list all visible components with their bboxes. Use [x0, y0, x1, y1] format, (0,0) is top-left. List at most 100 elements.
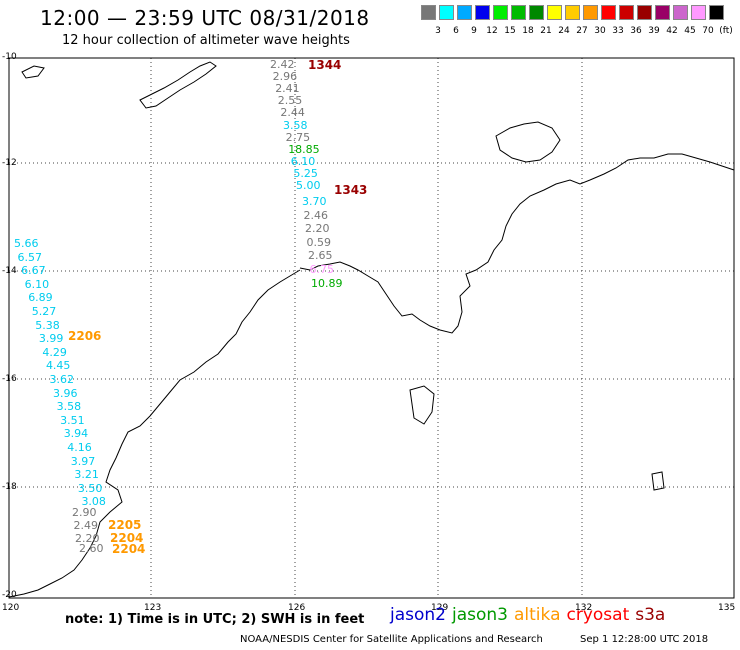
longitude-label: 123	[144, 603, 162, 613]
wave-height-value: 2.65	[308, 249, 333, 263]
legend-swatch	[529, 5, 544, 20]
wave-height-value: 6.89	[28, 291, 53, 305]
longitude-label: 135	[718, 603, 736, 613]
legend-swatch	[601, 5, 616, 20]
legend-swatch	[637, 5, 652, 20]
wave-height-value: 2.20	[75, 532, 100, 545]
legend-label: 3	[435, 26, 441, 36]
legend-swatch	[493, 5, 508, 20]
wave-height-value: 2.60	[79, 542, 104, 555]
pass-time-label: 2205	[108, 518, 142, 532]
legend-label: 24	[558, 26, 570, 36]
wave-height-value: 5.27	[31, 305, 57, 318]
legend-label: 18	[522, 26, 534, 36]
wave-height-value: 3.97	[70, 454, 96, 468]
wave-height-value: 5.66	[14, 237, 39, 250]
footer-note: note: 1) Time is in UTC; 2) SWH is in fe…	[65, 612, 365, 627]
legend-swatch	[511, 5, 526, 20]
legend-swatch	[583, 5, 598, 20]
coastline	[8, 61, 735, 598]
wave-height-value: 18.85	[288, 142, 320, 156]
island-timor	[139, 61, 217, 109]
wave-height-value: 2.96	[272, 70, 298, 84]
latitude-label: -20	[2, 590, 17, 600]
legend-swatch	[691, 5, 706, 20]
wave-height-value: 6.75	[309, 263, 335, 276]
legend-swatch	[421, 5, 436, 20]
map-border	[8, 57, 735, 599]
wave-height-value: 3.58	[283, 118, 308, 132]
wave-height-value: 3.94	[63, 427, 89, 441]
wave-height-value: 4.16	[67, 441, 92, 454]
latitude-label: -10	[2, 52, 17, 62]
wave-height-value: 2.90	[72, 506, 97, 519]
legend-label: 6	[453, 26, 459, 36]
pass-time-label: 2206	[68, 329, 102, 343]
satellite-name-jason3: jason3	[452, 605, 508, 625]
wave-height-value: 3.96	[53, 386, 78, 400]
wave-height-value: 5.25	[293, 166, 318, 180]
wave-height-value: 3.08	[81, 495, 106, 509]
wave-height-value: 6.67	[21, 264, 46, 278]
graticule	[9, 58, 734, 598]
map-subtitle: 12 hour collection of altimeter wave hei…	[62, 33, 350, 48]
latitude-label: -12	[2, 158, 17, 168]
longitude-label: 120	[2, 603, 20, 613]
wave-height-value: 2.42	[270, 58, 295, 71]
legend-swatch	[547, 5, 562, 20]
legend-label: 15	[504, 26, 516, 36]
wave-height-value: 2.46	[303, 208, 329, 222]
wave-height-value: 3.99	[38, 332, 64, 346]
legend-label: 27	[576, 26, 588, 36]
wave-height-value: 6.10	[24, 277, 50, 291]
wave-height-value: 2.44	[280, 106, 305, 120]
island-rote	[21, 65, 45, 79]
wave-height-value: 3.62	[49, 373, 75, 386]
wave-height-value: 10.89	[311, 276, 343, 290]
wave-height-value: 3.21	[74, 468, 99, 482]
wave-height-value: 2.49	[73, 519, 99, 532]
generated-timestamp: Sep 1 12:28:00 UTC 2018	[580, 634, 709, 645]
pass-time-label: 2204	[110, 531, 144, 545]
wave-height-value: 3.50	[77, 481, 103, 495]
wave-height-value: 0.59	[306, 235, 332, 249]
wave-height-value: 5.00	[296, 179, 321, 192]
legend-label: 33	[612, 26, 624, 36]
wave-height-value: 2.20	[305, 222, 330, 236]
legend-label: 39	[648, 26, 660, 36]
coastline-australia	[299, 153, 735, 334]
satellite-name-s3a: s3a	[635, 605, 666, 625]
wave-height-value: 2.41	[275, 82, 300, 96]
latitude-label: -18	[2, 482, 17, 492]
pass-time-label: 1343	[334, 183, 368, 197]
legend-label: 70	[702, 26, 714, 36]
credit-text: NOAA/NESDIS Center for Satellite Applica…	[240, 634, 543, 645]
island-small-b	[651, 471, 665, 491]
pass-time-label: 2204	[112, 542, 146, 556]
pass-time-label: 1344	[308, 58, 342, 72]
satellite-name-cryosat: cryosat	[566, 605, 630, 625]
legend-swatch	[565, 5, 580, 20]
wave-height-value: 2.55	[277, 94, 303, 108]
latitude-label: -14	[2, 266, 17, 276]
legend-label: 12	[486, 26, 498, 36]
longitude-label: 126	[288, 603, 306, 613]
legend-swatch	[709, 5, 724, 20]
island-melville	[495, 121, 561, 163]
wave-height-value: 3.51	[60, 413, 85, 427]
coastline-west	[8, 269, 301, 598]
island-small-a	[409, 385, 435, 425]
wave-height-value: 3.58	[56, 400, 82, 414]
satellite-name-jason2: jason2	[390, 605, 446, 625]
wave-height-value: 4.29	[42, 345, 67, 359]
legend-unit: (ft)	[719, 26, 733, 36]
wave-height-value: 5.38	[35, 318, 60, 332]
legend-swatch	[475, 5, 490, 20]
legend-label: 9	[471, 26, 477, 36]
legend-label: 45	[684, 26, 696, 36]
legend-label: 30	[594, 26, 606, 36]
wave-height-value: 4.45	[45, 359, 71, 373]
wave-height-value: 2.75	[285, 130, 311, 144]
wave-height-value: 3.70	[302, 195, 327, 208]
